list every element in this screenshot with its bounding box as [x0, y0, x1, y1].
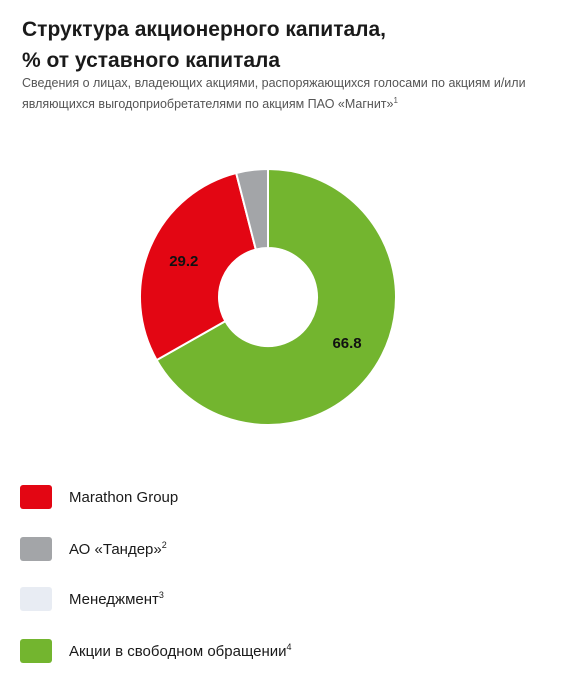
donut-slice-1: [139, 171, 258, 362]
legend-swatch-tander: [20, 537, 52, 561]
donut-data-label-0: 66.8: [332, 335, 361, 352]
donut-slice-0: [155, 167, 397, 426]
legend-item-marathon: Marathon Group: [20, 484, 560, 510]
legend-swatch-marathon: [20, 485, 52, 509]
legend-label-management: Менеджмент3: [69, 590, 164, 608]
subtitle-footnote-mark: 1: [393, 96, 398, 105]
legend-label-tander: АО «Тандер»2: [69, 540, 167, 558]
legend-label-marathon: Marathon Group: [69, 489, 179, 506]
legend-label-free-float: Акции в свободном обращении4: [69, 642, 292, 660]
title-line-1: Структура акционерного капитала,: [22, 18, 387, 41]
chart-title: Структура акционерного капитала, % от ус…: [22, 14, 562, 76]
legend-item-tander: АО «Тандер»2: [20, 536, 560, 562]
legend-footnote-management: 3: [158, 590, 164, 600]
chart-subtitle: Сведения о лицах, владеющих акциями, рас…: [22, 75, 562, 113]
donut-data-label-1: 29.2: [169, 253, 198, 270]
legend-footnote-free-float: 4: [286, 642, 292, 652]
legend-item-free-float: Акции в свободном обращении4: [20, 638, 560, 664]
legend-item-management: Менеджмент3: [20, 586, 560, 612]
legend-swatch-management: [20, 587, 52, 611]
legend-swatch-free-float: [20, 639, 52, 663]
legend-footnote-tander: 2: [161, 540, 167, 550]
title-line-2: % от уставного капитала: [22, 49, 281, 72]
subtitle-text: Сведения о лицах, владеющих акциями, рас…: [22, 76, 526, 112]
donut-slice-2: [234, 167, 269, 251]
donut-chart: 66.8 29.2: [139, 167, 397, 426]
